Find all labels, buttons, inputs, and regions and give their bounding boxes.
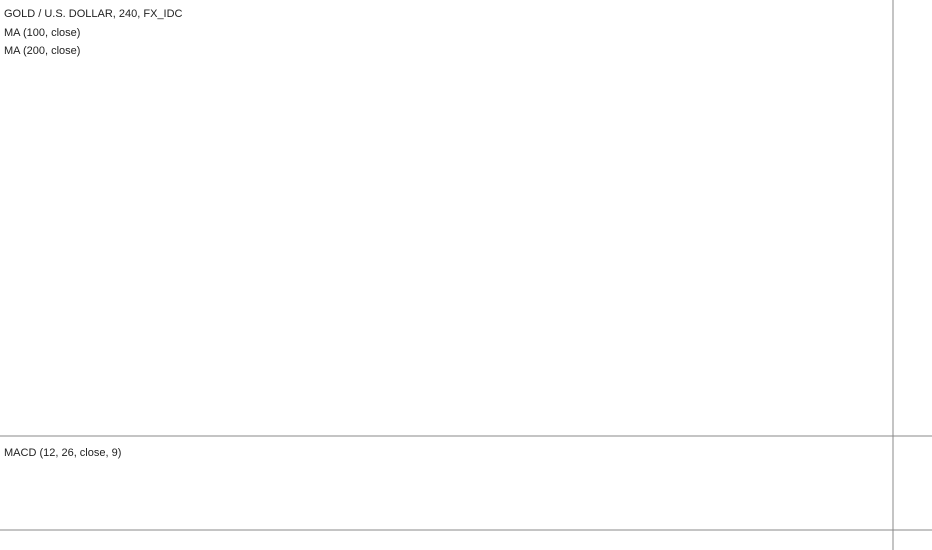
legend-entry: MA (100, close) [4, 27, 80, 39]
chart-title: GOLD / U.S. DOLLAR, 240, FX_IDC [4, 8, 183, 20]
legend-entry: MA (200, close) [4, 45, 80, 57]
macd-title: MACD (12, 26, close, 9) [4, 447, 121, 459]
